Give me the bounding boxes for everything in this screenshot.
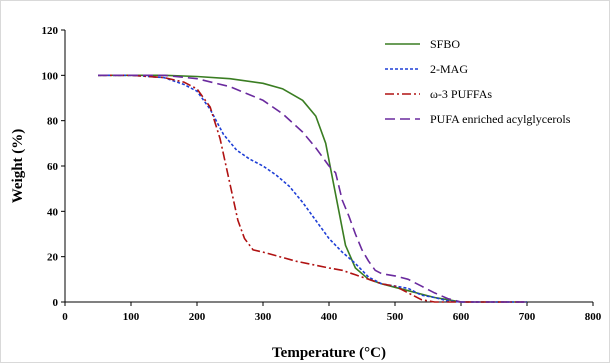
x-tick-label: 400 [321, 311, 338, 323]
legend-label: ω-3 PUFFAs [430, 87, 492, 101]
x-tick-label: 0 [62, 311, 68, 323]
series-line-2 [98, 74, 527, 303]
y-axis-title: Weight (%) [10, 129, 26, 204]
legend: SFBO 2-MAG ω-3 PUFFAs PUFA enriched acylgly… [385, 37, 571, 126]
y-tick-label: 40 [47, 206, 59, 218]
legend-label: SFBO [430, 37, 460, 51]
x-axis-title: Temperature (°C) [272, 345, 386, 361]
legend-label: PUFA enriched acylglycerols [430, 112, 571, 126]
series-line-3 [98, 74, 527, 303]
y-tick-label: 80 [47, 116, 59, 128]
y-tick-label: 20 [47, 252, 59, 264]
axes: 0 20 40 60 80 100 120 0 100 200 300 400 500 600 700 800 [42, 25, 602, 323]
x-tick-label: 300 [255, 311, 272, 323]
legend-label: 2-MAG [430, 62, 468, 76]
series-layer [98, 74, 527, 303]
x-tick-label: 800 [585, 311, 602, 323]
x-tick-label: 200 [189, 311, 206, 323]
x-tick-label: 700 [519, 311, 536, 323]
series-line-4 [98, 74, 527, 303]
y-tick-label: 60 [47, 161, 59, 173]
y-tick-label: 100 [42, 70, 59, 82]
x-tick-label: 500 [387, 311, 404, 323]
x-tick-label: 600 [453, 311, 470, 323]
y-tick-label: 120 [42, 25, 59, 37]
series-line-1 [98, 74, 527, 303]
x-tick-label: 100 [123, 311, 140, 323]
y-tick-label: 0 [53, 297, 59, 309]
